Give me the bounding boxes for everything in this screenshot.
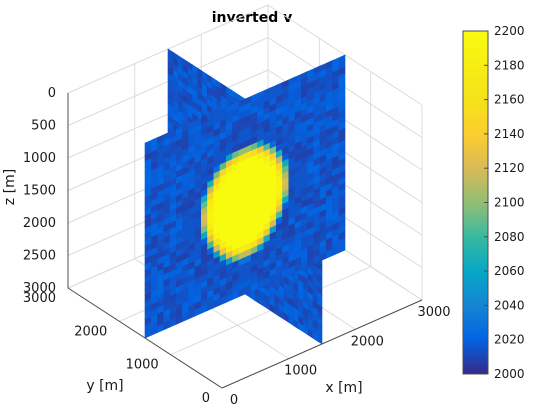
y-axis-label: y [m] [86, 378, 123, 394]
plot-box [67, 4, 423, 389]
chart-title: inverted v [212, 10, 293, 26]
colorbar-tick-label: 2080 [494, 230, 525, 244]
colorbar-tick-label: 2100 [494, 196, 525, 210]
z-tick-label: 1500 [23, 184, 56, 199]
x-tick-label: 2000 [351, 334, 384, 349]
colorbar-tick-label: 2200 [494, 24, 525, 38]
colorbar-tick-label: 2040 [494, 298, 525, 312]
colorbar-tick-label: 2140 [494, 127, 525, 141]
z-tick-labels: 0 500 1000 1500 2000 2500 3000 [23, 86, 56, 296]
colorbar-tick-label: 2060 [494, 264, 525, 278]
colorbar-tick-label: 2020 [494, 333, 525, 347]
colorbar: 2000 2020 2040 2060 2080 2100 2120 2140 2160 2180… [462, 24, 525, 381]
colorbar-tick-labels: 2000 2020 2040 2060 2080 2100 2120 2140 2160 2180… [484, 24, 525, 381]
y-tick-label: 3000 [23, 291, 56, 306]
y-tick-label: 1000 [126, 358, 159, 373]
z-tick-label: 3000 [23, 281, 56, 296]
colorbar-tick-label: 2000 [494, 367, 525, 381]
colorbar-tick-label: 2180 [494, 58, 525, 72]
y-tick-labels: 0 1000 2000 3000 [23, 291, 210, 406]
x-axis-label: x [m] [325, 380, 362, 396]
z-tick-label: 2000 [23, 216, 56, 231]
z-tick-label: 0 [48, 86, 56, 101]
z-axis-label: z [m] [2, 169, 18, 205]
z-tick-label: 500 [31, 119, 56, 134]
z-tick-label: 2500 [23, 249, 56, 264]
velocity-slices [144, 48, 346, 345]
y-tick-label: 2000 [74, 324, 107, 339]
colorbar-tick-label: 2160 [494, 93, 525, 107]
x-tick-label: 1000 [284, 364, 317, 379]
slice-cell [338, 243, 346, 254]
z-tick-label: 1000 [23, 151, 56, 166]
y-tick-label: 0 [202, 391, 210, 406]
x-tick-labels: 0 1000 2000 3000 [230, 305, 451, 408]
x-tick-label: 0 [230, 393, 238, 408]
x-tick-label: 3000 [417, 305, 450, 320]
slice-xz [144, 54, 346, 339]
colorbar-tick-label: 2120 [494, 161, 525, 175]
